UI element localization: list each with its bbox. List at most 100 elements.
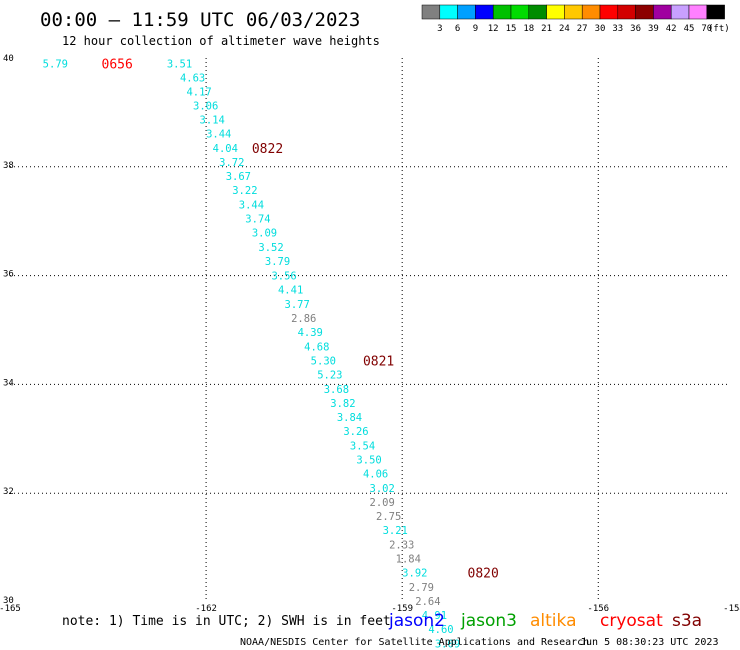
swh-value-label: 4.04 (213, 143, 238, 155)
legend-bin-label: 15 (506, 24, 517, 34)
legend-bin-label: 6 (455, 24, 460, 34)
legend-bin-label: 21 (541, 24, 552, 34)
swh-value-label: 3.68 (324, 384, 349, 396)
time-label: 0821 (363, 354, 394, 369)
legend-swatch (670, 4, 690, 20)
satellite-legend-altika: altika (530, 611, 577, 631)
swh-value-label: 3.56 (271, 271, 296, 283)
swh-value-label: 3.50 (356, 454, 381, 466)
axis-tick-labels: -165-162-159-156-153-154303234363840 (0, 54, 740, 614)
swh-value-label: 3.72 (219, 157, 244, 169)
swh-value-label: 4.68 (304, 341, 329, 353)
legend-bin-label: 42 (666, 24, 677, 34)
legend-swatch (475, 4, 494, 20)
swh-value-label: 3.74 (245, 213, 270, 225)
x-tick-label: -159 (391, 604, 413, 614)
swh-value-label: 4.91 (422, 610, 447, 622)
swh-value-label: 4.60 (428, 624, 453, 636)
legend-bin-label: 33 (612, 24, 623, 34)
swh-value-label: 3.51 (167, 58, 192, 70)
time-labels: 06560822082108200819 (102, 57, 499, 581)
y-tick-label: 34 (3, 378, 14, 388)
note-text: note: 1) Time is in UTC; 2) SWH is in fe… (62, 614, 391, 629)
x-tick-label: -156 (587, 604, 609, 614)
legend-swatch (688, 4, 708, 20)
legend-bin-label: 12 (488, 24, 499, 34)
time-label: 0822 (252, 142, 283, 157)
legend-bin-label: 39 (648, 24, 659, 34)
legend-swatch (706, 4, 725, 20)
x-tick-label: -162 (195, 604, 217, 614)
legend-bin-label: 24 (559, 24, 570, 34)
legend-swatch (564, 4, 583, 20)
swh-value-labels: 5.79 3.51 4.63 4.173.06 3.14 3.44 4.04 3.72 3.67… (43, 58, 460, 650)
swh-value-label: 3.52 (258, 242, 283, 254)
legend-bin-label: 18 (523, 24, 534, 34)
footer-timestamp: Jun 5 08:30:23 UTC 2023 (580, 637, 718, 648)
swh-value-label: 4.63 (180, 73, 205, 85)
swh-value-label: 3.09 (435, 638, 460, 650)
legend-bin-label: 9 (473, 24, 478, 34)
swh-value-label: 5.23 (317, 370, 342, 382)
legend-swatch (635, 4, 654, 20)
legend-swatch (617, 4, 636, 20)
legend-swatch (599, 4, 619, 20)
legend-bin-label: 36 (630, 24, 641, 34)
x-tick-label: -154 (723, 604, 740, 614)
swh-color-legend: 3 6 9 12 15 18 21 24 27 30 33 36 39 42 45 70 (421, 4, 725, 34)
swh-value-label: 5.79 (43, 58, 68, 70)
chart-title: 00:00 – 11:59 UTC 06/03/2023 (40, 9, 360, 31)
swh-value-label: 3.92 (402, 568, 427, 580)
swh-value-label: 3.06 (193, 100, 218, 112)
swh-value-label: 3.22 (232, 185, 257, 197)
legend-bin-label: 3 (437, 24, 442, 34)
swh-value-label: 2.33 (389, 539, 414, 551)
swh-value-label: 4.06 (363, 469, 388, 481)
swh-value-label: 2.09 (370, 497, 395, 509)
legend-unit-label: (ft) (708, 24, 730, 34)
satellite-legend-cryosat: cryosat (600, 611, 663, 631)
legend-swatch (528, 4, 547, 20)
legend-swatch (581, 4, 601, 20)
swh-value-label: 4.17 (186, 87, 211, 99)
legend-bin-label: 45 (684, 24, 695, 34)
swh-value-label: 2.86 (291, 313, 316, 325)
swh-value-label: 3.82 (330, 398, 355, 410)
legend-swatch (546, 4, 565, 20)
y-tick-label: 30 (3, 596, 14, 606)
swh-value-label: 3.09 (252, 228, 277, 240)
swh-value-label: 3.21 (383, 525, 408, 537)
satellite-legend-jason3: jason3 (460, 611, 517, 631)
legend-swatch (439, 4, 458, 20)
legend-bin-label: 27 (577, 24, 588, 34)
y-tick-label: 40 (3, 54, 14, 64)
swh-value-label: 5.30 (311, 355, 336, 367)
legend-swatch (421, 4, 441, 20)
y-tick-label: 36 (3, 270, 14, 280)
satellite-legend-s3a: s3a (672, 611, 702, 631)
swh-value-label: 3.84 (337, 412, 362, 424)
plot-grid (10, 58, 729, 602)
swh-value-label: 3.44 (206, 129, 231, 141)
swh-value-label: 2.75 (376, 511, 401, 523)
footer-credit: NOAA/NESDIS Center for Satellite Applica… (240, 637, 589, 648)
swh-value-label: 3.79 (265, 256, 290, 268)
swh-value-label: 3.02 (370, 483, 395, 495)
satellite-legend-jason2: jason2 (388, 611, 445, 631)
swh-value-label: 1.84 (396, 553, 421, 565)
y-tick-label: 32 (3, 487, 14, 497)
y-tick-label: 38 (3, 161, 14, 171)
time-label: 0656 (102, 57, 133, 72)
legend-swatch (510, 4, 530, 20)
satellite-legend: jason2 jason3 altika cryosat s3a (388, 611, 702, 631)
legend-swatch (492, 4, 512, 20)
swh-value-label: 3.44 (239, 199, 264, 211)
chart-subtitle: 12 hour collection of altimeter wave hei… (62, 34, 380, 48)
legend-swatch (653, 4, 672, 20)
swh-value-label: 4.41 (278, 285, 303, 297)
swh-value-label: 2.79 (409, 582, 434, 594)
swh-value-label: 2.64 (415, 596, 440, 608)
legend-bin-label: 70 (701, 24, 712, 34)
